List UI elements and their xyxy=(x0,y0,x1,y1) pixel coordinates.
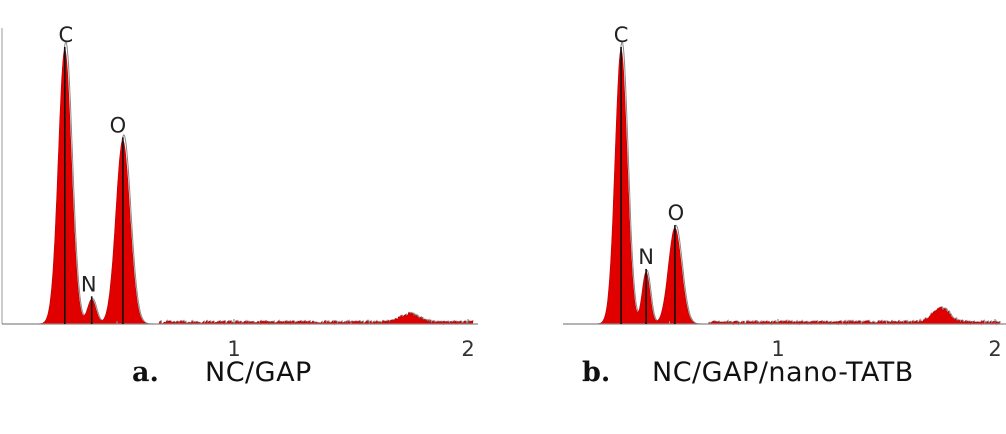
panel-b-peak-label-o: O xyxy=(668,201,685,225)
panel-b-peak-label-c: C xyxy=(614,23,629,47)
panel-b-spectrum-outline xyxy=(588,40,1001,326)
panel-a-spectrum xyxy=(28,40,474,326)
panel-a-peak-label-c: C xyxy=(58,23,73,47)
panel-a-peak-label-n: N xyxy=(81,272,97,296)
panel-b-caption-text: NC/GAP/nano-TATB xyxy=(652,357,914,388)
panel-b-peak-labels: C NO xyxy=(614,23,684,324)
panel-a-caption-text: NC/GAP xyxy=(205,357,312,388)
panel-a-caption-letter: a. xyxy=(132,357,159,388)
panel-a-peak-labels: C N O xyxy=(58,23,126,324)
panel-b-spectrum-area xyxy=(587,49,1000,326)
panel-b-peak-label-n: N xyxy=(638,245,654,269)
panel-b-x-tick-label-1: 1 xyxy=(771,337,784,361)
panel-b-spectrum xyxy=(587,40,1001,326)
panel-b-x-tick-label-2: 2 xyxy=(988,337,1001,361)
panel-a-peak-label-o: O xyxy=(110,113,127,137)
panel-a-x-tick-label-1: 1 xyxy=(227,337,240,361)
panel-b-caption-letter: b. xyxy=(582,357,610,388)
panel-a-spectrum-area xyxy=(28,49,473,326)
panel-a-x-tick-label-2: 2 xyxy=(461,337,474,361)
